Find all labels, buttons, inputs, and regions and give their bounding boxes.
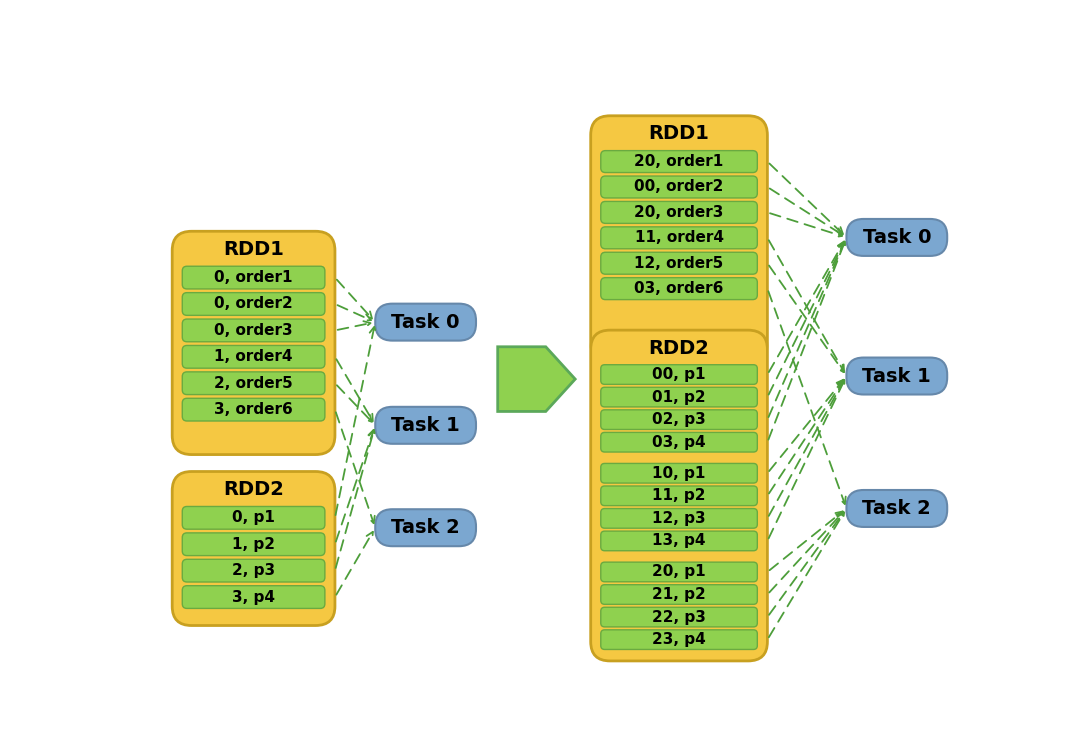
FancyBboxPatch shape (375, 407, 476, 444)
FancyBboxPatch shape (183, 319, 325, 342)
FancyBboxPatch shape (600, 584, 757, 605)
FancyBboxPatch shape (183, 559, 325, 582)
Text: Task 0: Task 0 (863, 228, 931, 247)
Text: Task 1: Task 1 (391, 416, 460, 434)
FancyBboxPatch shape (600, 486, 757, 505)
FancyBboxPatch shape (183, 586, 325, 608)
Text: Task 1: Task 1 (863, 367, 931, 386)
Text: RDD1: RDD1 (224, 240, 284, 259)
FancyBboxPatch shape (600, 278, 757, 300)
FancyBboxPatch shape (600, 410, 757, 429)
FancyBboxPatch shape (183, 507, 325, 529)
Text: 00, order2: 00, order2 (634, 179, 724, 194)
FancyBboxPatch shape (183, 533, 325, 556)
Text: 1, order4: 1, order4 (214, 349, 293, 364)
FancyBboxPatch shape (183, 267, 325, 289)
Text: 0, p1: 0, p1 (232, 511, 275, 526)
FancyBboxPatch shape (600, 202, 757, 224)
FancyBboxPatch shape (183, 293, 325, 316)
FancyBboxPatch shape (600, 227, 757, 248)
Text: 01, p2: 01, p2 (652, 389, 706, 404)
FancyBboxPatch shape (600, 607, 757, 627)
Text: Task 2: Task 2 (391, 518, 460, 537)
Text: RDD2: RDD2 (649, 339, 710, 358)
Text: 20, order1: 20, order1 (634, 154, 724, 169)
Text: 12, order5: 12, order5 (634, 256, 724, 271)
Text: RDD1: RDD1 (649, 124, 710, 143)
FancyBboxPatch shape (600, 463, 757, 483)
FancyBboxPatch shape (600, 387, 757, 407)
FancyBboxPatch shape (600, 252, 757, 274)
FancyBboxPatch shape (183, 346, 325, 368)
FancyBboxPatch shape (183, 372, 325, 395)
Text: RDD2: RDD2 (224, 480, 284, 499)
FancyBboxPatch shape (591, 116, 768, 362)
Text: 2, order5: 2, order5 (214, 376, 293, 391)
FancyBboxPatch shape (600, 531, 757, 550)
Text: 20, order3: 20, order3 (634, 205, 724, 220)
FancyBboxPatch shape (375, 303, 476, 340)
Text: 0, order3: 0, order3 (214, 323, 293, 338)
Text: 3, p4: 3, p4 (232, 590, 275, 605)
Text: 0, order1: 0, order1 (214, 270, 293, 285)
FancyBboxPatch shape (600, 364, 757, 384)
Text: Task 2: Task 2 (863, 499, 931, 518)
FancyBboxPatch shape (600, 151, 757, 172)
Text: 13, p4: 13, p4 (652, 533, 706, 548)
Text: 10, p1: 10, p1 (652, 466, 705, 480)
Text: 21, p2: 21, p2 (652, 587, 706, 602)
FancyBboxPatch shape (600, 630, 757, 649)
Text: Task 0: Task 0 (391, 312, 460, 331)
FancyBboxPatch shape (600, 562, 757, 582)
Text: 03, order6: 03, order6 (634, 281, 724, 296)
Text: 0, order2: 0, order2 (214, 297, 293, 312)
FancyBboxPatch shape (847, 358, 947, 395)
FancyBboxPatch shape (172, 231, 335, 455)
Text: 12, p3: 12, p3 (652, 511, 706, 526)
Polygon shape (498, 347, 576, 411)
Text: 2, p3: 2, p3 (232, 563, 275, 578)
FancyBboxPatch shape (591, 330, 768, 661)
FancyBboxPatch shape (172, 471, 335, 626)
FancyBboxPatch shape (847, 490, 947, 527)
Text: 23, p4: 23, p4 (652, 632, 706, 647)
FancyBboxPatch shape (600, 508, 757, 528)
FancyBboxPatch shape (847, 219, 947, 256)
Text: 3, order6: 3, order6 (214, 402, 293, 417)
Text: 02, p3: 02, p3 (652, 412, 706, 427)
Text: 1, p2: 1, p2 (232, 537, 275, 552)
FancyBboxPatch shape (600, 176, 757, 198)
Text: 22, p3: 22, p3 (652, 610, 706, 624)
Text: 03, p4: 03, p4 (652, 434, 706, 450)
Text: 11, p2: 11, p2 (652, 488, 706, 503)
Text: 20, p1: 20, p1 (652, 565, 706, 580)
Text: 11, order4: 11, order4 (635, 230, 724, 245)
FancyBboxPatch shape (375, 509, 476, 546)
FancyBboxPatch shape (600, 432, 757, 452)
Text: 00, p1: 00, p1 (652, 367, 706, 382)
FancyBboxPatch shape (183, 398, 325, 421)
